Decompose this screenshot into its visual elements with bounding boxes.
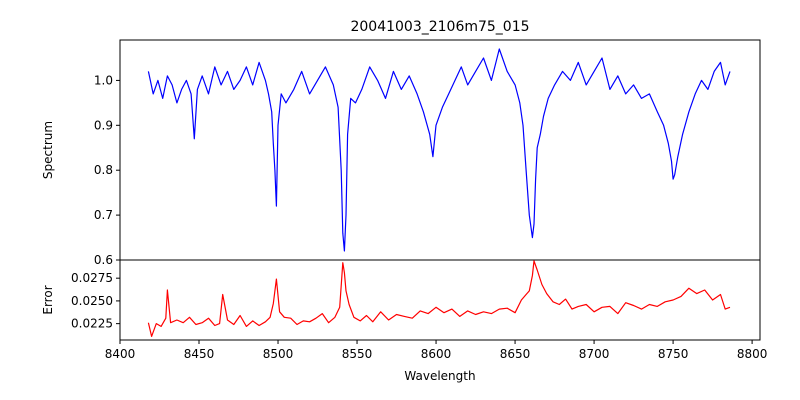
error-y-tick-label: 0.0275 — [71, 271, 113, 285]
error-axes-frame — [119, 259, 761, 341]
spectrum-y-ticks: 0.6 0.7 0.8 0.9 1.0 — [94, 73, 120, 267]
x-tick-label: 8450 — [184, 347, 215, 361]
spectrum-panel: 0.6 0.7 0.8 0.9 1.0 20041003_2106m75_015 Spe… — [41, 19, 761, 267]
error-y-ticks: 0.0225 0.0250 0.0275 — [71, 271, 120, 331]
spectrum-lines — [147, 48, 731, 252]
spectrum-y-tick-label: 1.0 — [94, 73, 113, 87]
error-y-tick-label: 0.0250 — [71, 294, 113, 308]
spectrum-y-tick-label: 0.9 — [94, 118, 113, 132]
x-tick-label: 8400 — [105, 347, 136, 361]
error-lines — [147, 260, 731, 337]
spectrum-series-line — [147, 48, 731, 252]
error-y-axis-label: Error — [41, 285, 55, 314]
error-series-line — [147, 260, 731, 337]
x-tick-label: 8750 — [658, 347, 689, 361]
x-tick-label: 8600 — [421, 347, 452, 361]
x-tick-label: 8650 — [500, 347, 531, 361]
x-tick-label: 8550 — [342, 347, 373, 361]
x-tick-label: 8700 — [579, 347, 610, 361]
x-tick-label: 8500 — [263, 347, 294, 361]
spectrum-y-tick-label: 0.8 — [94, 163, 113, 177]
chart-title: 20041003_2106m75_015 — [350, 19, 529, 35]
x-axis-label: Wavelength — [404, 369, 475, 383]
error-y-tick-label: 0.0225 — [71, 317, 113, 331]
error-x-ticks: 8400 8450 8500 8550 8600 8650 8700 8750 8800 — [105, 340, 768, 361]
spectrum-y-tick-label: 0.7 — [94, 208, 113, 222]
spectrum-y-axis-label: Spectrum — [41, 121, 55, 179]
x-tick-label: 8800 — [737, 347, 768, 361]
spectrum-y-tick-label: 0.6 — [94, 253, 113, 267]
